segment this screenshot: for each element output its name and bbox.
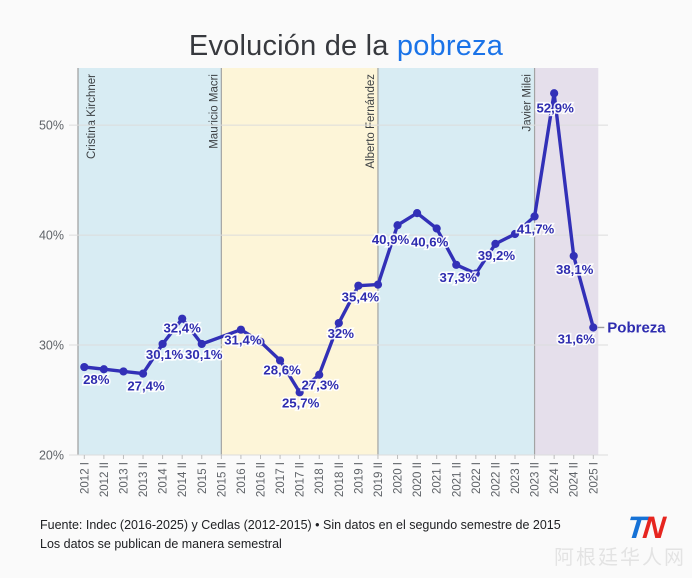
x-tick-label: 2024 I <box>549 462 561 494</box>
chart-title-highlight: pobreza <box>396 30 504 63</box>
data-point-2019-ii[interactable] <box>373 280 383 289</box>
data-point-2016-ii[interactable] <box>256 337 265 346</box>
president-label-cristina-kirchner: Cristina Kirchner <box>86 74 98 159</box>
data-point-label: 30,1% <box>146 347 184 362</box>
data-point-2013-ii[interactable] <box>138 369 148 378</box>
x-tick-label: 2014 II <box>177 462 189 497</box>
data-point-2015-i[interactable] <box>197 339 206 349</box>
data-point-2014-i[interactable] <box>158 339 167 349</box>
x-tick-label: 2015 I <box>197 462 209 494</box>
chart-title: Evolución de la pobreza <box>0 25 692 67</box>
x-tick-label: 2018 II <box>334 462 346 497</box>
data-point-label: 32% <box>328 326 355 341</box>
y-tick-label: 20% <box>39 449 64 463</box>
data-point-label: 25,7% <box>282 395 320 410</box>
data-point-label: 38,1% <box>556 262 594 277</box>
data-point-2022-i[interactable] <box>471 269 480 278</box>
data-point-label: 28,6% <box>263 362 301 377</box>
x-tick-label: 2014 I <box>158 462 170 494</box>
president-label-mauricio-macri: Mauricio Macri <box>208 74 220 149</box>
x-tick-label: 2016 I <box>236 462 248 494</box>
x-tick-label: 2018 I <box>314 462 326 494</box>
x-tick-label: 2021 I <box>432 462 444 494</box>
data-point-2012-i[interactable] <box>80 362 89 372</box>
data-point-label: 31,4% <box>224 333 262 348</box>
x-tick-label: 2015 II <box>216 462 228 497</box>
data-point-2024-ii[interactable] <box>569 251 578 261</box>
data-point-label: 32,4% <box>163 321 201 336</box>
data-point-2021-i[interactable] <box>432 224 441 233</box>
tn-logo-n: N <box>641 510 665 545</box>
data-point-label: 28% <box>83 372 110 387</box>
frequency-note: Los datos se publican de manera semestra… <box>40 536 282 551</box>
data-point-label: 52,9% <box>536 100 574 115</box>
data-point-label: 41,7% <box>517 221 555 236</box>
x-tick-label: 2017 II <box>295 462 307 497</box>
data-point-2022-ii[interactable] <box>491 239 500 249</box>
series-end-label: Pobreza <box>607 319 666 336</box>
band-cristina-kirchner <box>78 68 222 455</box>
data-point-2021-ii[interactable] <box>452 260 461 269</box>
data-point-2023-i[interactable] <box>510 229 520 239</box>
x-tick-label: 2017 I <box>275 462 287 494</box>
president-label-alberto-fernandez: Alberto Fernández <box>365 74 377 169</box>
x-tick-label: 2019 II <box>373 462 385 497</box>
x-tick-label: 2019 I <box>353 462 365 494</box>
y-tick-label: 30% <box>39 339 64 353</box>
x-tick-label: 2020 II <box>412 462 424 497</box>
x-tick-label: 2013 II <box>138 462 150 497</box>
data-point-label: 37,3% <box>440 270 478 285</box>
data-point-2012-ii[interactable] <box>99 365 108 374</box>
watermark: 阿根廷华人网 <box>554 547 686 569</box>
data-point-label: 40,6% <box>411 235 449 250</box>
data-point-2018-ii[interactable] <box>334 318 343 328</box>
source-note: Fuente: Indec (2016-2025) y Cedlas (2012… <box>40 518 561 532</box>
data-point-2013-i[interactable] <box>119 367 128 376</box>
data-point-label: 31,6% <box>558 331 596 346</box>
x-tick-label: 2016 II <box>255 462 267 497</box>
x-tick-label: 2022 II <box>490 462 502 497</box>
data-point-2023-ii[interactable] <box>530 212 539 221</box>
x-tick-label: 2022 I <box>471 462 483 494</box>
x-tick-label: 2023 I <box>510 462 522 494</box>
data-point-2024-i[interactable] <box>550 89 559 98</box>
x-tick-label: 2012 I <box>79 462 91 494</box>
data-point-2020-ii[interactable] <box>413 209 422 218</box>
data-point-label: 27,4% <box>127 379 165 394</box>
data-point-label: 30,1% <box>185 347 223 362</box>
data-point-2017-ii[interactable] <box>295 388 304 397</box>
president-label-javier-milei: Javier Milei <box>522 74 534 132</box>
data-point-label: 40,9% <box>372 232 410 247</box>
data-point-2019-i[interactable] <box>354 281 363 290</box>
data-point-label: 27,3% <box>302 378 340 393</box>
x-tick-label: 2024 II <box>569 462 581 497</box>
x-tick-label: 2012 II <box>99 462 111 497</box>
x-tick-label: 2021 II <box>451 462 463 497</box>
y-tick-label: 50% <box>39 119 64 133</box>
data-point-label: 39,2% <box>478 248 516 263</box>
chart-title-text: Evolución de la <box>188 30 397 63</box>
source-footer: Fuente: Indec (2016-2025) y Cedlas (2012… <box>40 516 561 553</box>
data-point-2016-i[interactable] <box>236 325 246 334</box>
x-tick-label: 2013 I <box>118 462 130 494</box>
data-point-2025-i[interactable] <box>589 323 598 332</box>
data-point-2018-i[interactable] <box>315 370 324 379</box>
y-tick-label: 40% <box>39 229 64 243</box>
data-point-2020-i[interactable] <box>393 221 402 230</box>
x-tick-label: 2023 II <box>530 462 542 497</box>
data-point-label: 35,4% <box>342 290 380 305</box>
data-point-2017-i[interactable] <box>275 356 285 365</box>
x-tick-label: 2025 I <box>588 462 600 494</box>
band-javier-milei <box>534 68 599 455</box>
x-tick-label: 2020 I <box>393 462 405 494</box>
data-point-2014-ii[interactable] <box>178 314 187 323</box>
